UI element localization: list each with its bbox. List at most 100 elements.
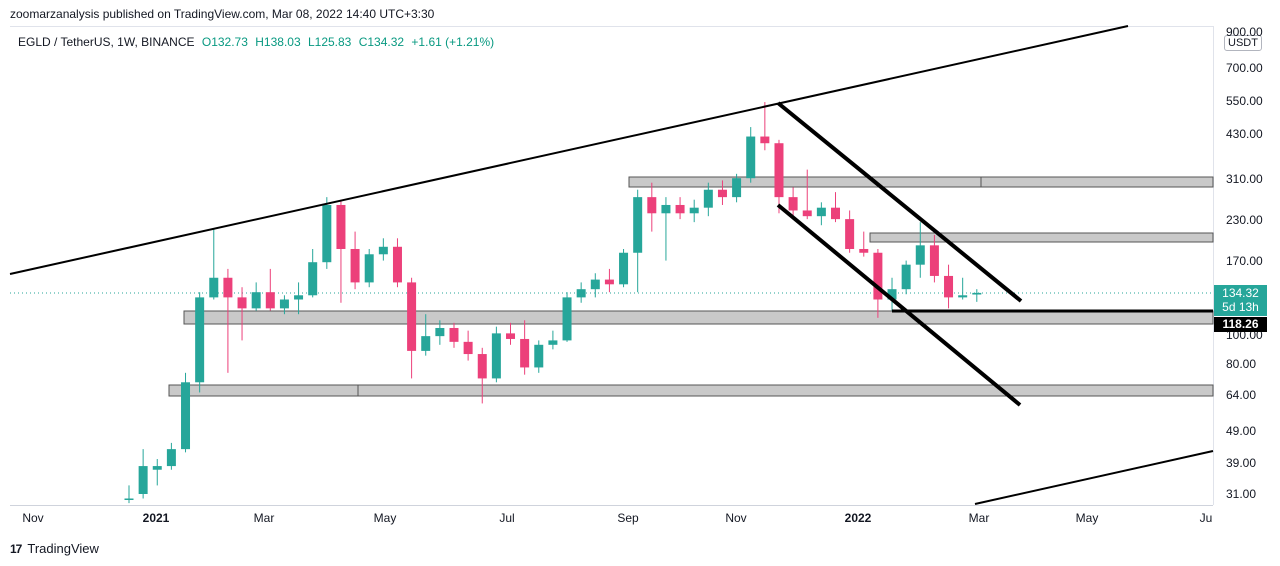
- candle-body[interactable]: [152, 466, 162, 470]
- price-label: 550.00: [1226, 94, 1263, 108]
- time-label: Mar: [968, 511, 990, 525]
- upper-trendline[interactable]: [9, 25, 1129, 275]
- level-price-tag: 118.26: [1214, 317, 1267, 332]
- candle-body[interactable]: [760, 136, 770, 144]
- candle-body[interactable]: [308, 262, 318, 296]
- channel-upper-line[interactable]: [776, 101, 1023, 303]
- candle-body[interactable]: [732, 178, 742, 198]
- candle-body[interactable]: [181, 382, 191, 450]
- price-label: 430.00: [1226, 127, 1263, 141]
- candle-body[interactable]: [774, 143, 784, 198]
- legend-close: C134.32: [358, 35, 405, 49]
- candle-body[interactable]: [209, 277, 219, 298]
- candles-group: [124, 102, 982, 504]
- candle-body[interactable]: [350, 248, 360, 283]
- candle-body[interactable]: [294, 295, 304, 300]
- candle-body[interactable]: [265, 292, 275, 309]
- candle-body[interactable]: [237, 297, 247, 309]
- candle-body[interactable]: [407, 282, 417, 351]
- candle-body[interactable]: [364, 254, 374, 283]
- candle-body[interactable]: [576, 289, 586, 298]
- candle-body[interactable]: [944, 275, 954, 298]
- candle-body[interactable]: [449, 327, 459, 342]
- zone-310[interactable]: [628, 176, 1214, 188]
- candle-body[interactable]: [717, 189, 727, 198]
- candle-body[interactable]: [845, 219, 855, 249]
- candle-body[interactable]: [435, 327, 445, 337]
- candle-body[interactable]: [746, 136, 756, 179]
- candle-body[interactable]: [195, 297, 205, 383]
- legend-open: O132.73: [201, 35, 248, 49]
- time-axis[interactable]: [10, 505, 1213, 533]
- candle-body[interactable]: [831, 207, 840, 220]
- time-label: May: [1075, 511, 1099, 525]
- candle-body[interactable]: [562, 297, 572, 341]
- candle-body[interactable]: [520, 338, 530, 368]
- chart-frame[interactable]: [10, 26, 1213, 506]
- candle-body[interactable]: [124, 498, 134, 500]
- legend-symbol[interactable]: EGLD / TetherUS, 1W, BINANCE: [18, 35, 195, 49]
- candle-body[interactable]: [223, 277, 233, 298]
- candle-body[interactable]: [166, 449, 176, 467]
- candle-body[interactable]: [901, 264, 911, 290]
- price-label: 31.00: [1226, 487, 1257, 501]
- candle-body[interactable]: [421, 336, 431, 351]
- candle-body[interactable]: [788, 197, 798, 211]
- time-label: May: [373, 511, 397, 525]
- bar-countdown: 5d 13h: [1222, 300, 1259, 314]
- time-label: 2022: [844, 511, 872, 525]
- time-label: Jul: [499, 511, 515, 525]
- legend-change: +1.61 (+1.21%): [411, 35, 495, 49]
- candle-body[interactable]: [703, 189, 713, 208]
- zone-118[interactable]: [183, 310, 1214, 325]
- zone-64[interactable]: [168, 384, 1214, 397]
- tradingview-logo-icon: 17: [10, 541, 22, 556]
- candle-body[interactable]: [590, 279, 600, 290]
- candle-body[interactable]: [619, 252, 629, 285]
- candle-body[interactable]: [477, 354, 487, 379]
- price-label: 64.00: [1226, 388, 1257, 402]
- currency-unit-button[interactable]: USDT: [1224, 35, 1262, 51]
- candle-body[interactable]: [251, 292, 261, 309]
- candle-body[interactable]: [463, 341, 473, 355]
- price-label: 230.00: [1226, 213, 1263, 227]
- candle-body[interactable]: [322, 204, 332, 263]
- candle-body[interactable]: [972, 292, 982, 295]
- candle-body[interactable]: [802, 210, 812, 217]
- candle-body[interactable]: [604, 279, 614, 285]
- price-label: 39.00: [1226, 456, 1257, 470]
- candle-body[interactable]: [675, 204, 685, 214]
- candle-body[interactable]: [392, 246, 402, 283]
- candle-body[interactable]: [633, 197, 643, 253]
- legend-high: H138.03: [255, 35, 301, 49]
- price-axis[interactable]: [1213, 26, 1280, 505]
- candle-body[interactable]: [647, 197, 657, 214]
- zone-200[interactable]: [869, 232, 1214, 243]
- time-label: 2021: [142, 511, 170, 525]
- candle-body[interactable]: [279, 299, 289, 309]
- price-label: 700.00: [1226, 61, 1263, 75]
- candle-body[interactable]: [534, 344, 544, 368]
- time-label: Ju: [1199, 511, 1213, 525]
- candle-body[interactable]: [915, 245, 925, 265]
- symbol-legend[interactable]: EGLD / TetherUS, 1W, BINANCE O132.73 H13…: [18, 35, 494, 49]
- candle-body[interactable]: [661, 204, 671, 214]
- lower-trendline[interactable]: [974, 450, 1214, 505]
- candle-body[interactable]: [958, 295, 968, 298]
- candle-body[interactable]: [506, 333, 516, 339]
- publisher-header: zoomarzanalysis published on TradingView…: [10, 7, 435, 21]
- candle-body[interactable]: [859, 248, 869, 253]
- candle-body[interactable]: [138, 466, 148, 494]
- tradingview-footer[interactable]: 17 TradingView: [10, 541, 99, 556]
- candle-body[interactable]: [929, 245, 939, 276]
- channel-lower-line[interactable]: [776, 203, 1022, 407]
- candle-body[interactable]: [816, 207, 826, 217]
- candle-body[interactable]: [873, 252, 883, 300]
- candle-body[interactable]: [887, 289, 897, 300]
- candle-body[interactable]: [336, 204, 346, 249]
- candle-body[interactable]: [689, 207, 699, 214]
- candle-body[interactable]: [491, 333, 501, 379]
- candle-body[interactable]: [378, 246, 388, 255]
- candle-body[interactable]: [548, 340, 558, 345]
